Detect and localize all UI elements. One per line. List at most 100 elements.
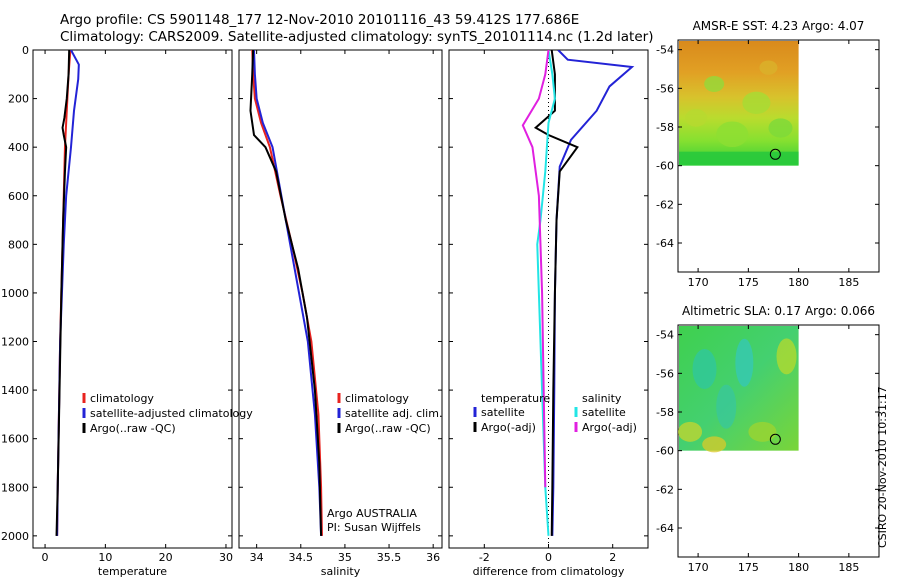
x-tick-label: 2 [609,551,616,564]
argo-annotation-line-2: PI: Susan Wijffels [327,521,421,534]
sla-patch [748,421,777,442]
salinity-legend: climatology satellite adj. clim. Argo(..ra… [327,392,442,534]
y-tick-label: 0 [22,44,29,57]
x-tick-label: 35.5 [377,551,402,564]
map-y-tick-label: -60 [656,445,674,458]
sla-patch [735,338,754,387]
legend-item-argo-raw-qc-label: Argo(..raw -QC) [90,422,176,435]
legend-title-temperature: temperature [481,392,550,405]
argo-position-marker [769,433,781,445]
map-y-tick-label: -64 [656,237,674,250]
legend-sal-argo-adj-label: Argo(-adj) [582,421,637,434]
map-y-tick-label: -58 [656,406,674,419]
map-x-tick-label: 180 [788,561,809,574]
y-tick-label: 200 [8,93,29,106]
temperature-profile: 0 200 400 600 800 1000 1200 1400 1600 1800 2000 0 10… [1,44,233,578]
series-line-argo-raw-qc [55,50,71,536]
series-group [521,50,635,536]
temperature-legend: climatology satellite-adjusted climatolog… [82,392,253,435]
series-line-temperature-argo-adj [533,50,579,536]
x-tick-label: 30 [219,551,233,564]
map-y-tick-label: -56 [656,82,674,95]
plot-frame [238,49,443,549]
title-line-2: Climatology: CARS2009. Satellite-adjuste… [60,29,654,45]
sst-cold-band [679,151,799,165]
x-tick-label: 36 [426,551,440,564]
y-tick-label: 1800 [1,481,29,494]
legend-title-salinity: salinity [582,392,622,405]
title-line-1: Argo profile: CS 5901148_177 12-Nov-2010… [60,12,580,28]
argo-annotation-line-1: Argo AUSTRALIA [327,507,417,520]
map-y-tick-label: -62 [656,198,674,211]
argo-position-marker [769,148,781,160]
x-tick-label: 0 [42,551,49,564]
legend-item-satellite-adjusted-climatology-label: satellite-adjusted climatology [90,407,253,420]
x-tick-label: 20 [159,551,173,564]
salinity-profile: 34 34.5 35 35.5 36 salinity [238,49,443,578]
legend-temp-argo-adj-label: Argo(-adj) [481,421,536,434]
sla-patch [716,384,737,429]
map-y-tick-label: -60 [656,160,674,173]
sst-patch [768,118,793,138]
sst-patch [759,60,778,75]
x-axis-label: temperature [98,565,167,578]
map-image [678,326,799,453]
series-group [55,50,80,536]
sla-patch [678,421,703,442]
sst-patch [704,75,725,92]
map-x-tick-label: 180 [788,276,809,289]
sla-patch [776,338,797,375]
series-line-salinity-argo-adj [521,50,550,488]
legend-item-climatology-label: climatology [345,392,409,405]
y-tick-label: 600 [8,190,29,203]
series-group [249,50,323,536]
map-x-tick-label: 175 [738,276,759,289]
legend-temp-satellite-label: satellite [481,406,525,419]
y-tick-label: 1200 [1,336,29,349]
y-tick-label: 800 [8,238,29,251]
y-tick-label: 1600 [1,433,29,446]
sst-map: AMSR-E SST: 4.23 Argo: 4.07 170 175 180 185 -… [656,19,880,289]
sst-field [679,41,799,166]
map-y-tick-label: -58 [656,121,674,134]
x-tick-label: 10 [98,551,112,564]
map-title: Altimetric SLA: 0.17 Argo: 0.066 [682,304,875,318]
x-axis-label: difference from climatology [473,565,625,578]
sla-map: Altimetric SLA: 0.17 Argo: 0.066 170 175 18… [656,304,880,574]
x-tick-label: 34 [250,551,264,564]
x-tick-label: 34.5 [289,551,314,564]
sla-patch [702,436,727,453]
map-y-tick-label: -64 [656,522,674,535]
map-x-tick-label: 170 [688,561,709,574]
legend-sal-satellite-label: satellite [582,406,626,419]
sla-patch [692,348,717,389]
x-tick-label: 0 [545,551,552,564]
x-axis-label: salinity [321,565,361,578]
y-tick-label: 400 [8,141,29,154]
difference-legend: temperature salinitysatelliteArgo(-adj)sa… [473,392,637,434]
x-tick-label: -2 [479,551,490,564]
map-title: AMSR-E SST: 4.23 Argo: 4.07 [693,19,865,33]
map-y-tick-label: -54 [656,329,674,342]
map-x-tick-label: 185 [838,561,859,574]
map-image [679,41,799,166]
map-x-tick-label: 175 [738,561,759,574]
sst-patch [716,121,749,148]
map-y-tick-label: -54 [656,44,674,57]
map-x-tick-label: 185 [838,276,859,289]
y-tick-label: 1000 [1,287,29,300]
legend-item-satellite-adj-clim-label: satellite adj. clim. [345,407,442,420]
series-line-argo-raw-qc [249,50,323,536]
map-y-tick-label: -62 [656,483,674,496]
y-tick-label: 2000 [1,530,29,543]
x-tick-label: 35 [338,551,352,564]
credit-stamp: CSIRO 20-Nov-2010 10:31:17 [876,386,889,548]
sst-patch [685,109,708,127]
legend-item-argo-raw-qc-label: Argo(..raw -QC) [345,422,431,435]
y-tick-label: 1400 [1,384,29,397]
sst-patch [742,91,771,115]
map-y-tick-label: -56 [656,367,674,380]
legend-item-climatology-label: climatology [90,392,154,405]
